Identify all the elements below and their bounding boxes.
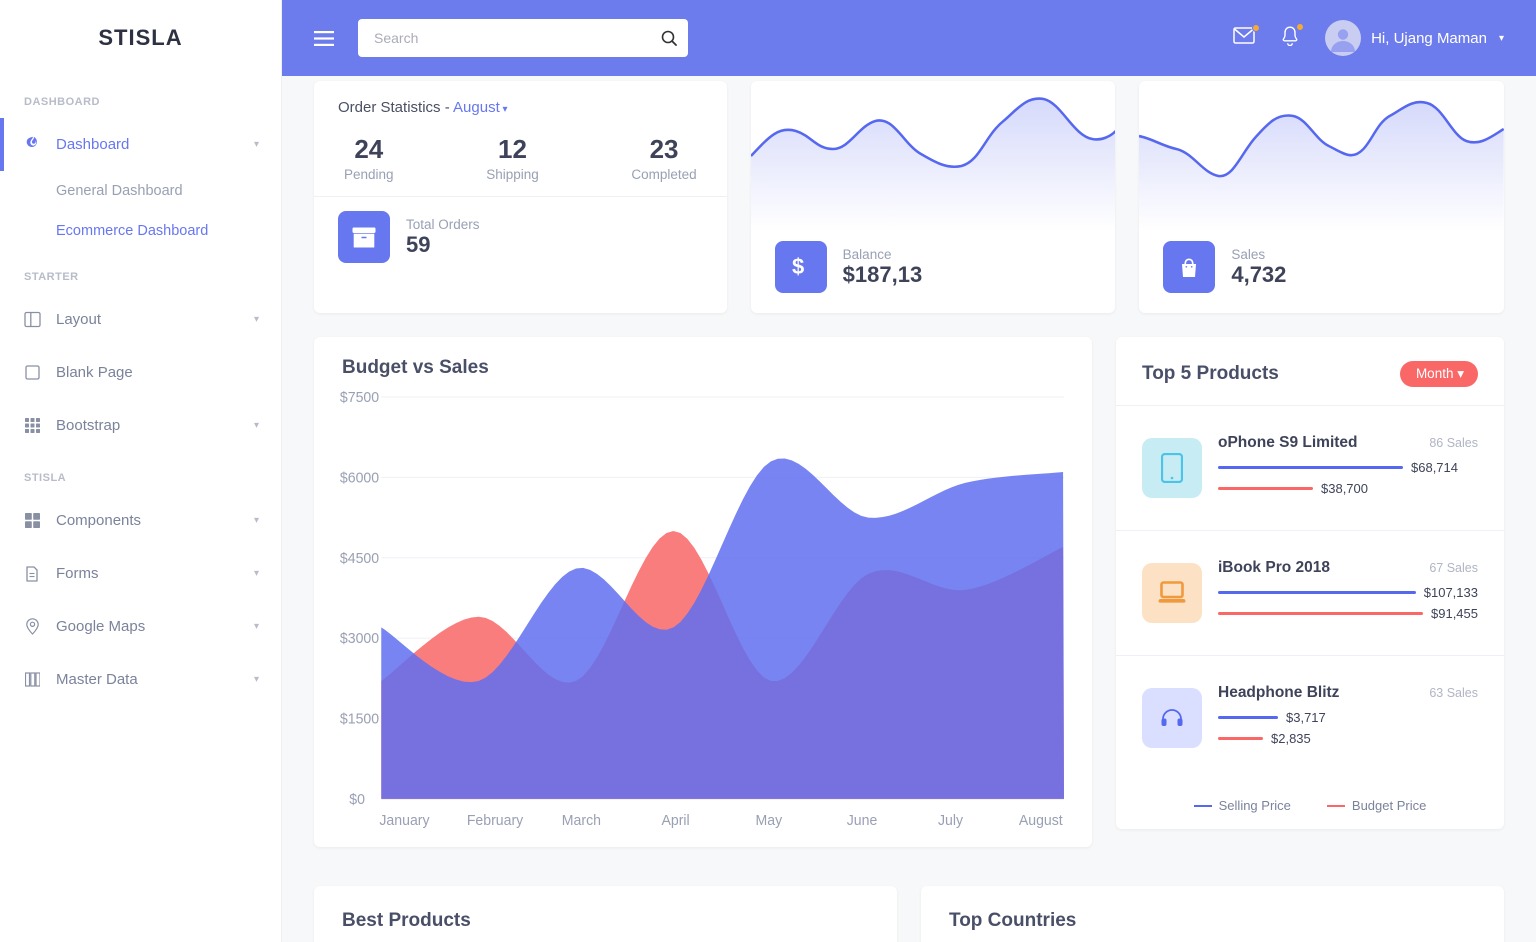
svg-text:March: March: [562, 813, 601, 830]
svg-text:$6000: $6000: [340, 470, 379, 487]
svg-text:$: $: [792, 255, 804, 279]
svg-text:$4500: $4500: [340, 550, 379, 567]
svg-text:$1500: $1500: [340, 711, 379, 728]
svg-text:$0: $0: [349, 791, 365, 808]
svg-text:January: January: [379, 813, 430, 830]
svg-text:August: August: [1019, 813, 1063, 830]
svg-text:July: July: [938, 813, 964, 830]
svg-text:$3000: $3000: [340, 631, 379, 648]
svg-text:June: June: [847, 813, 878, 830]
svg-text:February: February: [467, 813, 524, 830]
svg-text:April: April: [662, 813, 690, 830]
svg-text:$7500: $7500: [340, 390, 379, 407]
svg-text:May: May: [756, 813, 783, 830]
